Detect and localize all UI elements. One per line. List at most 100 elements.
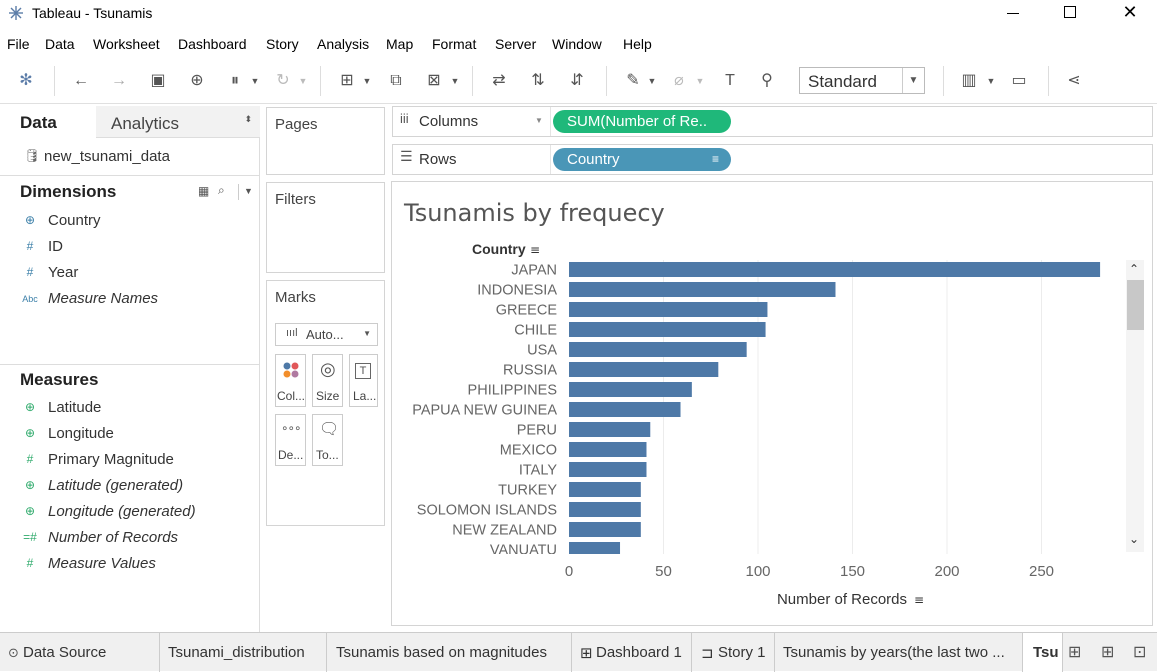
tab-tsunami-distribution[interactable]: Tsunami_distribution xyxy=(160,633,327,672)
tooltip-button[interactable]: 🗨 To... xyxy=(312,414,343,466)
sort-ascending-icon[interactable]: ⇅ xyxy=(531,72,545,89)
new-worksheet-icon[interactable]: ⊞ xyxy=(1068,644,1082,661)
label-button[interactable]: T La... xyxy=(349,354,378,407)
presentation-mode-icon[interactable]: ▭ xyxy=(1011,72,1027,89)
filters-card[interactable]: Filters xyxy=(266,182,385,273)
chevron-down-icon[interactable]: ▼ xyxy=(695,76,705,86)
duplicate-sheet-icon[interactable]: ⧉ xyxy=(390,72,402,89)
menu-dashboard[interactable]: Dashboard xyxy=(178,36,247,52)
show-cards-icon[interactable]: ▥ xyxy=(961,72,977,89)
rows-shelf[interactable]: ☰ Rows Country ≡ xyxy=(392,144,1153,175)
color-button[interactable]: Col... xyxy=(275,354,306,407)
menu-format[interactable]: Format xyxy=(432,36,477,52)
tab-dashboard-1[interactable]: ⊞ Dashboard 1 xyxy=(572,633,692,672)
bar[interactable] xyxy=(569,422,651,437)
maximize-button[interactable] xyxy=(1060,4,1080,24)
bar[interactable] xyxy=(569,362,719,377)
chevron-down-icon[interactable]: ▼ xyxy=(450,76,460,86)
tab-tsunamis-by-frequency[interactable]: Tsu xyxy=(1023,633,1063,672)
chevron-down-icon[interactable]: ▼ xyxy=(298,76,308,86)
save-icon[interactable]: ▣ xyxy=(150,72,166,89)
bar[interactable] xyxy=(569,262,1101,277)
menu-map[interactable]: Map xyxy=(386,36,414,52)
highlight-icon[interactable]: ✎ xyxy=(626,72,640,89)
share-icon[interactable]: ⋖ xyxy=(1067,72,1081,89)
detail-button[interactable]: ∘∘∘ De... xyxy=(275,414,306,466)
show-mark-labels-icon[interactable]: T xyxy=(725,72,735,89)
tab-story-1[interactable]: ⊐ Story 1 xyxy=(692,633,775,672)
close-button[interactable]: ✕ xyxy=(1119,2,1141,24)
menu-help[interactable]: Help xyxy=(623,36,652,52)
field-longitude-generated[interactable]: ⊕ Longitude (generated) xyxy=(0,501,258,523)
field-latitude-generated[interactable]: ⊕ Latitude (generated) xyxy=(0,475,258,497)
field-year[interactable]: # Year xyxy=(0,262,258,284)
bar[interactable] xyxy=(569,442,647,457)
fit-select[interactable]: Standard ▼ xyxy=(799,67,925,94)
menu-data[interactable]: Data xyxy=(45,36,75,52)
menu-file[interactable]: File xyxy=(7,36,30,52)
bar[interactable] xyxy=(569,322,766,337)
field-measure-values[interactable]: # Measure Values xyxy=(0,553,258,575)
fix-axes-icon[interactable]: ⚲ xyxy=(761,72,773,89)
minimize-button[interactable] xyxy=(1003,4,1023,24)
bar[interactable] xyxy=(569,542,621,557)
tableau-home-icon[interactable]: ✻ xyxy=(19,72,33,89)
tab-data[interactable]: Data xyxy=(0,106,96,138)
redo-icon[interactable]: → xyxy=(111,72,127,89)
bar[interactable] xyxy=(569,402,681,417)
chevron-up-icon[interactable]: ⌃ xyxy=(1129,262,1140,276)
chevron-down-icon[interactable]: ▼ xyxy=(250,76,260,86)
chevron-down-icon[interactable]: ▼ xyxy=(244,186,253,196)
bar[interactable] xyxy=(569,382,692,397)
scrollbar-thumb[interactable] xyxy=(1127,280,1144,330)
field-primary-magnitude[interactable]: # Primary Magnitude xyxy=(0,449,258,471)
pause-updates-icon[interactable]: ⏸ xyxy=(230,72,239,89)
tab-tsunamis-magnitudes[interactable]: Tsunamis based on magnitudes xyxy=(327,633,572,672)
tab-data-source[interactable]: ⊙ Data Source xyxy=(0,633,160,672)
columns-shelf[interactable]: iii Columns ▼ SUM(Number of Re.. xyxy=(392,106,1153,137)
swap-rows-columns-icon[interactable]: ⇄ xyxy=(492,72,506,89)
field-number-of-records[interactable]: =# Number of Records xyxy=(0,527,258,549)
new-dashboard-icon[interactable]: ⊞ xyxy=(1101,644,1115,661)
bar[interactable] xyxy=(569,282,836,297)
chevron-down-icon[interactable]: ⌄ xyxy=(1129,532,1140,546)
menu-story[interactable]: Story xyxy=(266,36,299,52)
field-country[interactable]: ⊕ Country xyxy=(0,210,258,232)
menu-worksheet[interactable]: Worksheet xyxy=(93,36,160,52)
columns-pill[interactable]: SUM(Number of Re.. xyxy=(553,110,731,133)
size-button[interactable]: ◎ Size xyxy=(312,354,343,407)
sort-descending-icon[interactable]: ⇵ xyxy=(570,72,584,89)
bar[interactable] xyxy=(569,462,647,477)
chevron-down-icon[interactable]: ▼ xyxy=(362,76,372,86)
scrollbar[interactable]: ⌃ ⌄ xyxy=(1126,260,1144,552)
bar[interactable] xyxy=(569,342,747,357)
bar[interactable] xyxy=(569,302,768,317)
refresh-icon[interactable]: ↻ xyxy=(276,72,290,89)
mark-type-select[interactable]: ıııl Auto... ▼ xyxy=(275,323,378,346)
bar[interactable] xyxy=(569,522,641,537)
new-story-icon[interactable]: ⊡ xyxy=(1133,644,1147,661)
datasource-name[interactable]: new_tsunami_data xyxy=(44,148,170,165)
new-worksheet-icon[interactable]: ⊞ xyxy=(340,72,354,89)
search-icon[interactable]: ⌕ xyxy=(218,183,225,197)
bar[interactable] xyxy=(569,482,641,497)
field-longitude[interactable]: ⊕ Longitude xyxy=(0,423,258,445)
group-members-icon[interactable]: ⌀ xyxy=(674,72,684,89)
tab-analytics[interactable]: Analytics ⬍ xyxy=(96,106,260,138)
menu-window[interactable]: Window xyxy=(552,36,602,52)
field-latitude[interactable]: ⊕ Latitude xyxy=(0,397,258,419)
menu-server[interactable]: Server xyxy=(495,36,537,52)
menu-analysis[interactable]: Analysis xyxy=(317,36,370,52)
rows-pill[interactable]: Country ≡ xyxy=(553,148,731,171)
bar[interactable] xyxy=(569,502,641,517)
undo-icon[interactable]: ← xyxy=(73,72,89,89)
chevron-down-icon[interactable]: ▼ xyxy=(647,76,657,86)
field-measure-names[interactable]: Abc Measure Names xyxy=(0,288,258,310)
view-cards-icon[interactable]: ▦ xyxy=(198,184,210,198)
new-datasource-icon[interactable]: ⊕ xyxy=(190,72,204,89)
pages-card[interactable]: Pages xyxy=(266,107,385,175)
clear-sheet-icon[interactable]: ⊠ xyxy=(427,72,441,89)
field-id[interactable]: # ID xyxy=(0,236,258,258)
chevron-down-icon[interactable]: ▼ xyxy=(986,76,996,86)
tab-tsunamis-by-years[interactable]: Tsunamis by years(the last two ... xyxy=(775,633,1023,672)
